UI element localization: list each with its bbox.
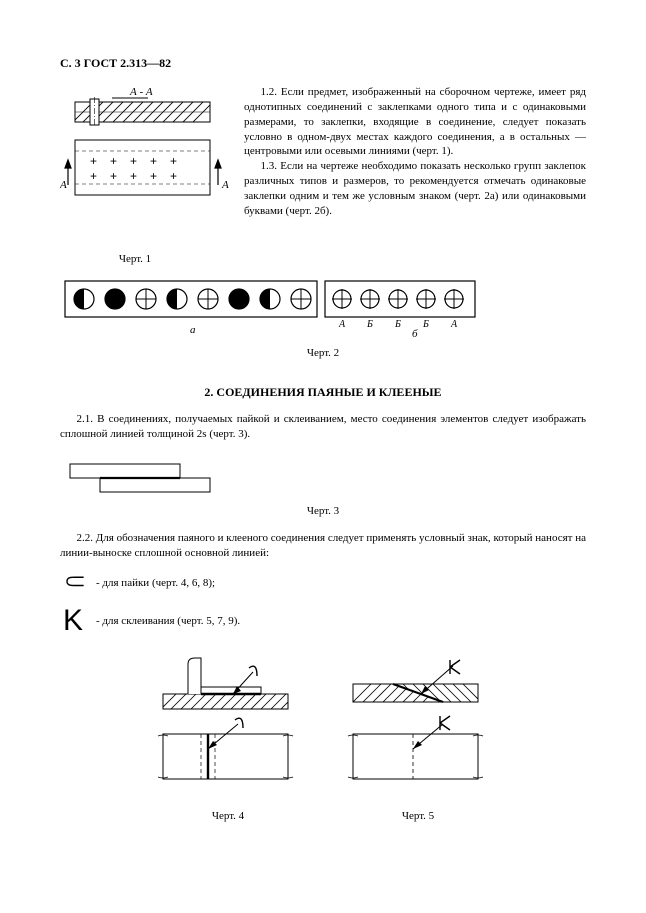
soldering-text: - для пайки (черт. 4, 6, 8); bbox=[96, 577, 215, 589]
section-2-title: 2. СОЕДИНЕНИЯ ПАЯНЫЕ И КЛЕЕНЫЕ bbox=[60, 385, 586, 400]
svg-text:А: А bbox=[221, 179, 229, 191]
svg-text:А: А bbox=[60, 179, 67, 191]
paragraph-1-2: 1.2. Если предмет, изображенный на сборо… bbox=[244, 85, 586, 159]
figure-3: Черт. 3 bbox=[60, 456, 586, 517]
paragraph-2-2: 2.2. Для обозначения паяного и клееного … bbox=[60, 531, 586, 561]
svg-text:+: + bbox=[150, 154, 157, 168]
svg-text:+: + bbox=[170, 154, 177, 168]
svg-text:Б: Б bbox=[366, 319, 373, 330]
fig3-caption: Черт. 3 bbox=[60, 505, 586, 517]
svg-text:+: + bbox=[110, 154, 117, 168]
svg-text:А: А bbox=[338, 319, 346, 330]
page-header: С. 3 ГОСТ 2.313—82 bbox=[60, 56, 586, 71]
fig5-caption: Черт. 5 bbox=[343, 810, 493, 822]
svg-text:+: + bbox=[110, 169, 117, 183]
svg-text:+: + bbox=[90, 169, 97, 183]
gluing-text: - для склеивания (черт. 5, 7, 9). bbox=[96, 615, 240, 627]
fig1-section-label: А - А bbox=[129, 86, 153, 98]
gluing-symbol-icon: K bbox=[60, 606, 86, 636]
figure-2: а А Б Б Б А б Черт. 2 bbox=[60, 275, 586, 359]
svg-text:+: + bbox=[150, 169, 157, 183]
fig1-caption: Черт. 1 bbox=[60, 253, 210, 265]
paragraph-1-3: 1.3. Если на чертеже необходимо показать… bbox=[244, 159, 586, 218]
svg-text:А: А bbox=[450, 319, 458, 330]
figure-5: Черт. 5 bbox=[343, 654, 493, 822]
fig4-caption: Черт. 4 bbox=[153, 810, 303, 822]
svg-text:+: + bbox=[170, 169, 177, 183]
symbol-gluing: K - для склеивания (черт. 5, 7, 9). bbox=[60, 606, 586, 636]
svg-text:б: б bbox=[412, 328, 418, 340]
symbol-soldering: ⸦ - для пайки (черт. 4, 6, 8); bbox=[60, 568, 586, 598]
figure-1: А - А bbox=[60, 85, 230, 265]
paragraph-2-1: 2.1. В соединениях, получаемых пайкой и … bbox=[60, 412, 586, 442]
svg-text:Б: Б bbox=[422, 319, 429, 330]
svg-text:+: + bbox=[90, 154, 97, 168]
soldering-symbol-icon: ⸦ bbox=[60, 568, 86, 598]
svg-text:+: + bbox=[130, 169, 137, 183]
svg-text:а: а bbox=[190, 324, 196, 336]
fig2-caption: Черт. 2 bbox=[60, 347, 586, 359]
svg-text:Б: Б bbox=[394, 319, 401, 330]
figure-4: Черт. 4 bbox=[153, 654, 303, 822]
svg-text:+: + bbox=[130, 154, 137, 168]
